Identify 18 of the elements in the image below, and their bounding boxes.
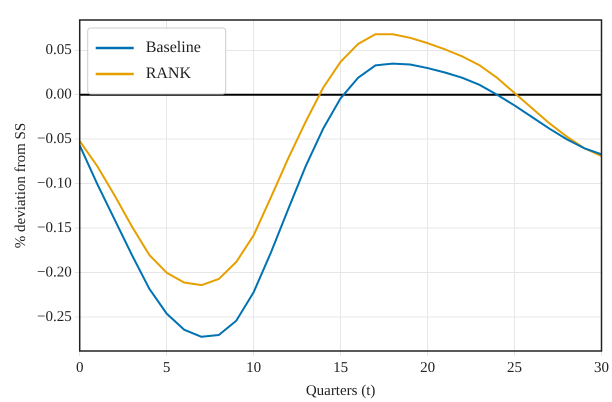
x-tick-label: 10: [246, 360, 262, 376]
x-tick-label: 15: [333, 360, 348, 376]
legend-label: RANK: [146, 65, 192, 82]
y-tick-label: 0.05: [45, 42, 72, 58]
y-tick-label: 0.00: [45, 86, 72, 103]
y-tick-label: −0.20: [36, 264, 72, 281]
x-tick-label: 20: [420, 360, 436, 376]
legend-label: Baseline: [146, 39, 201, 56]
x-tick-label: 30: [594, 360, 609, 376]
y-tick-label: −0.10: [36, 176, 72, 192]
y-tick-label: −0.05: [36, 131, 72, 148]
y-tick-label: −0.15: [36, 220, 72, 236]
x-tick-label: 5: [162, 360, 170, 376]
y-axis-title: % deviation from SS: [12, 122, 29, 248]
x-tick-label: 25: [507, 360, 522, 376]
x-axis-title: Quarters (t): [306, 382, 376, 399]
y-tick-label: −0.25: [36, 309, 72, 326]
x-tick-label: 0: [76, 360, 84, 376]
